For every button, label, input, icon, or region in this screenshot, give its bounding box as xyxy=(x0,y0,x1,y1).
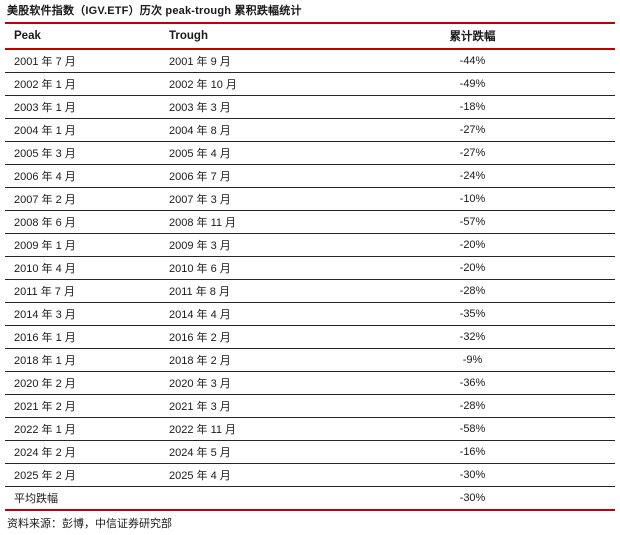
trough-cell: 2021 年 3 月 xyxy=(169,394,330,418)
peak-cell: 2001 年 7 月 xyxy=(5,49,169,73)
table-row: 2009 年 1 月 2009 年 3 月 -20% xyxy=(5,233,615,257)
trough-cell: 2004 年 8 月 xyxy=(169,118,330,142)
table-row: 2021 年 2 月 2021 年 3 月 -28% xyxy=(5,394,615,418)
drawdown-cell: -49% xyxy=(330,72,615,96)
table-row: 2014 年 3 月 2014 年 4 月 -35% xyxy=(5,302,615,326)
peak-cell: 2016 年 1 月 xyxy=(5,325,169,349)
trough-cell: 2001 年 9 月 xyxy=(169,49,330,73)
table-row: 2004 年 1 月 2004 年 8 月 -27% xyxy=(5,118,615,142)
drawdown-cell: -27% xyxy=(330,118,615,142)
table-row: 2016 年 1 月 2016 年 2 月 -32% xyxy=(5,325,615,349)
source-note: 资料来源：彭博，中信证券研究部 xyxy=(7,518,172,530)
drawdown-column-header: 累计跌幅 xyxy=(330,23,615,50)
peak-cell: 2008 年 6 月 xyxy=(5,210,169,234)
peak-cell: 2018 年 1 月 xyxy=(5,348,169,372)
drawdown-cell: -35% xyxy=(330,302,615,326)
drawdown-cell: -18% xyxy=(330,95,615,119)
drawdown-cell: -58% xyxy=(330,417,615,441)
trough-cell: 2009 年 3 月 xyxy=(169,233,330,257)
figure-title: 美股软件指数（IGV.ETF）历次 peak-trough 累积跌幅统计 xyxy=(7,5,302,17)
drawdown-cell: -28% xyxy=(330,394,615,418)
table-row: 2011 年 7 月 2011 年 8 月 -28% xyxy=(5,279,615,303)
table-row: 2003 年 1 月 2003 年 3 月 -18% xyxy=(5,95,615,119)
drawdown-cell: -44% xyxy=(330,49,615,73)
peak-column-header: Peak xyxy=(5,23,169,50)
trough-column-header: Trough xyxy=(169,23,330,50)
table-row: 2006 年 4 月 2006 年 7 月 -24% xyxy=(5,164,615,188)
peak-cell: 2014 年 3 月 xyxy=(5,302,169,326)
drawdown-cell: -57% xyxy=(330,210,615,234)
table-row: 2010 年 4 月 2010 年 6 月 -20% xyxy=(5,256,615,280)
trough-cell: 2003 年 3 月 xyxy=(169,95,330,119)
peak-cell: 2004 年 1 月 xyxy=(5,118,169,142)
table-row: 2024 年 2 月 2024 年 5 月 -16% xyxy=(5,440,615,464)
trough-cell: 2002 年 10 月 xyxy=(169,72,330,96)
peak-cell: 2021 年 2 月 xyxy=(5,394,169,418)
table-row: 平均跌幅 -30% xyxy=(5,486,615,511)
drawdown-cell: -20% xyxy=(330,233,615,257)
drawdown-cell: -30% xyxy=(330,486,615,511)
trough-cell: 2006 年 7 月 xyxy=(169,164,330,188)
peak-cell: 2005 年 3 月 xyxy=(5,141,169,165)
table-row: 2002 年 1 月 2002 年 10 月 -49% xyxy=(5,72,615,96)
table-row: 2005 年 3 月 2005 年 4 月 -27% xyxy=(5,141,615,165)
trough-cell: 2010 年 6 月 xyxy=(169,256,330,280)
trough-cell: 2008 年 11 月 xyxy=(169,210,330,234)
peak-cell: 2009 年 1 月 xyxy=(5,233,169,257)
trough-cell: 2024 年 5 月 xyxy=(169,440,330,464)
trough-cell xyxy=(169,486,330,511)
table-row: 2020 年 2 月 2020 年 3 月 -36% xyxy=(5,371,615,395)
peak-cell: 平均跌幅 xyxy=(5,486,169,511)
drawdown-cell: -28% xyxy=(330,279,615,303)
peak-cell: 2003 年 1 月 xyxy=(5,95,169,119)
drawdown-table: Peak Trough 累计跌幅 2001 年 7 月 2001 年 9 月 -… xyxy=(5,22,615,511)
drawdown-cell: -24% xyxy=(330,164,615,188)
peak-cell: 2024 年 2 月 xyxy=(5,440,169,464)
table-row: 2025 年 2 月 2025 年 4 月 -30% xyxy=(5,463,615,487)
peak-cell: 2011 年 7 月 xyxy=(5,279,169,303)
drawdown-cell: -30% xyxy=(330,463,615,487)
peak-cell: 2020 年 2 月 xyxy=(5,371,169,395)
table-row: 2018 年 1 月 2018 年 2 月 -9% xyxy=(5,348,615,372)
table-row: 2022 年 1 月 2022 年 11 月 -58% xyxy=(5,417,615,441)
table-body: 2001 年 7 月 2001 年 9 月 -44% 2002 年 1 月 20… xyxy=(5,49,615,511)
trough-cell: 2025 年 4 月 xyxy=(169,463,330,487)
trough-cell: 2007 年 3 月 xyxy=(169,187,330,211)
trough-cell: 2011 年 8 月 xyxy=(169,279,330,303)
peak-cell: 2006 年 4 月 xyxy=(5,164,169,188)
peak-cell: 2025 年 2 月 xyxy=(5,463,169,487)
table-row: 2008 年 6 月 2008 年 11 月 -57% xyxy=(5,210,615,234)
trough-cell: 2018 年 2 月 xyxy=(169,348,330,372)
drawdown-cell: -10% xyxy=(330,187,615,211)
trough-cell: 2005 年 4 月 xyxy=(169,141,330,165)
table-row: 2007 年 2 月 2007 年 3 月 -10% xyxy=(5,187,615,211)
drawdown-cell: -32% xyxy=(330,325,615,349)
trough-cell: 2014 年 4 月 xyxy=(169,302,330,326)
drawdown-cell: -16% xyxy=(330,440,615,464)
drawdown-cell: -27% xyxy=(330,141,615,165)
peak-cell: 2022 年 1 月 xyxy=(5,417,169,441)
drawdown-cell: -9% xyxy=(330,348,615,372)
drawdown-cell: -20% xyxy=(330,256,615,280)
header-row: Peak Trough 累计跌幅 xyxy=(5,23,615,50)
trough-cell: 2020 年 3 月 xyxy=(169,371,330,395)
peak-cell: 2007 年 2 月 xyxy=(5,187,169,211)
peak-cell: 2002 年 1 月 xyxy=(5,72,169,96)
trough-cell: 2022 年 11 月 xyxy=(169,417,330,441)
drawdown-cell: -36% xyxy=(330,371,615,395)
table-row: 2001 年 7 月 2001 年 9 月 -44% xyxy=(5,49,615,73)
peak-cell: 2010 年 4 月 xyxy=(5,256,169,280)
trough-cell: 2016 年 2 月 xyxy=(169,325,330,349)
